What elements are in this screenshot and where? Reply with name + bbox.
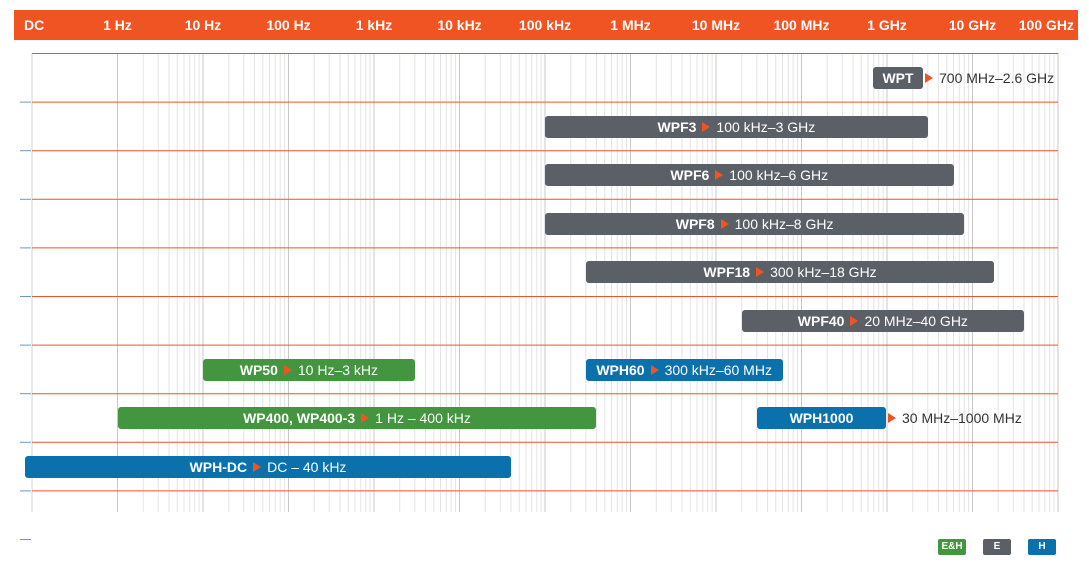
x-tick-label: 10 GHz [948,17,997,33]
bar-name: WPF40 [797,313,845,329]
bar-range-label: 100 kHz–6 GHz [729,167,829,184]
bar-name: WPF3 [657,118,697,135]
x-tick-label: DC [24,17,45,33]
x-tick-label: 1 GHz [867,17,907,33]
arrow-icon [756,267,765,278]
x-tick-label: 100 GHz [1018,17,1074,33]
arrow-icon [888,413,896,424]
bar-range-label: 300 kHz–18 GHz [770,264,877,281]
bar-name: WPF18 [703,264,751,281]
x-tick-label: 1 Hz [103,17,132,33]
x-tick-label: 100 kHz [518,17,572,33]
bar-wp400-wp400-3: WP400, WP400-3 1 Hz – 400 kHz [117,407,597,430]
bar-wpt: WPT [873,67,923,89]
bar-range-label: 10 Hz–3 kHz [297,361,379,378]
bar-wpf3: WPF3 100 kHz–3 GHz [545,115,928,138]
bar-name: WPF6 [670,167,710,184]
x-tick-label: 1 MHz [610,17,651,33]
bar-wpf8: WPF8 100 kHz–8 GHz [545,212,965,235]
bar-range-label: 100 kHz–8 GHz [734,215,834,232]
arrow-icon [283,364,292,375]
bar-range-label: 300 kHz–60 MHz [664,361,772,378]
bar-name: WPH60 [596,361,645,378]
legend-badge-gray: E [983,539,1011,555]
legend-badge-green: E&H [938,539,966,555]
bar-range-label: 30 MHz–1000 MHz [902,410,1022,427]
bar-wph-dc: WPH-DC DC – 40 kHz [25,455,511,478]
x-tick-label: 10 Hz [184,17,222,33]
bar-wpf40: WPF40 20 MHz–40 GHz [741,310,1024,332]
arrow-icon [702,121,711,132]
bar-range-label: 20 MHz–40 GHz [864,313,968,329]
bar-wph60: WPH60 300 kHz–60 MHz [585,358,783,381]
bar-name: WPH1000 [789,410,854,427]
bar-outside-label: 700 MHz–2.6 GHz [925,67,1054,89]
bar-range-label: 100 kHz–3 GHz [716,118,816,135]
bar-range-label: 700 MHz–2.6 GHz [939,70,1055,86]
bar-name: WPH-DC [189,458,248,475]
bar-wpf6: WPF6 100 kHz–6 GHz [545,164,954,187]
x-tick-label: 1 kHz [355,17,393,33]
arrow-icon [720,218,729,229]
legend-badge-blue: H [1028,539,1056,555]
x-tick-label: 10 kHz [437,17,482,33]
bar-name: WPT [882,70,914,86]
bar-wph1000: WPH1000 [757,407,886,430]
arrow-icon [715,170,724,181]
bar-wpf18: WPF18 300 kHz–18 GHz [585,261,995,284]
bar-name: WPF8 [675,215,715,232]
bar-outside-label: 30 MHz–1000 MHz [888,407,1022,429]
x-tick-label: 100 MHz [773,17,830,33]
bar-name: WP50 [239,361,278,378]
arrow-icon [650,364,659,375]
bar-wp50: WP50 10 Hz–3 kHz [203,358,415,381]
x-tick-label: 10 MHz [691,17,741,33]
frequency-axis-header: DC 1 Hz 10 Hz 100 Hz 1 kHz 10 kHz 100 kHz 1 MHz… [14,10,1078,40]
arrow-icon [850,316,859,326]
bar-name: WP400, WP400-3 [243,410,356,427]
bar-range-label: DC – 40 kHz [267,458,347,475]
x-tick-label: 100 Hz [266,17,311,33]
arrow-icon [361,413,370,424]
bar-range-label: 1 Hz – 400 kHz [375,410,471,427]
arrow-icon [925,73,933,83]
arrow-icon [253,461,262,472]
